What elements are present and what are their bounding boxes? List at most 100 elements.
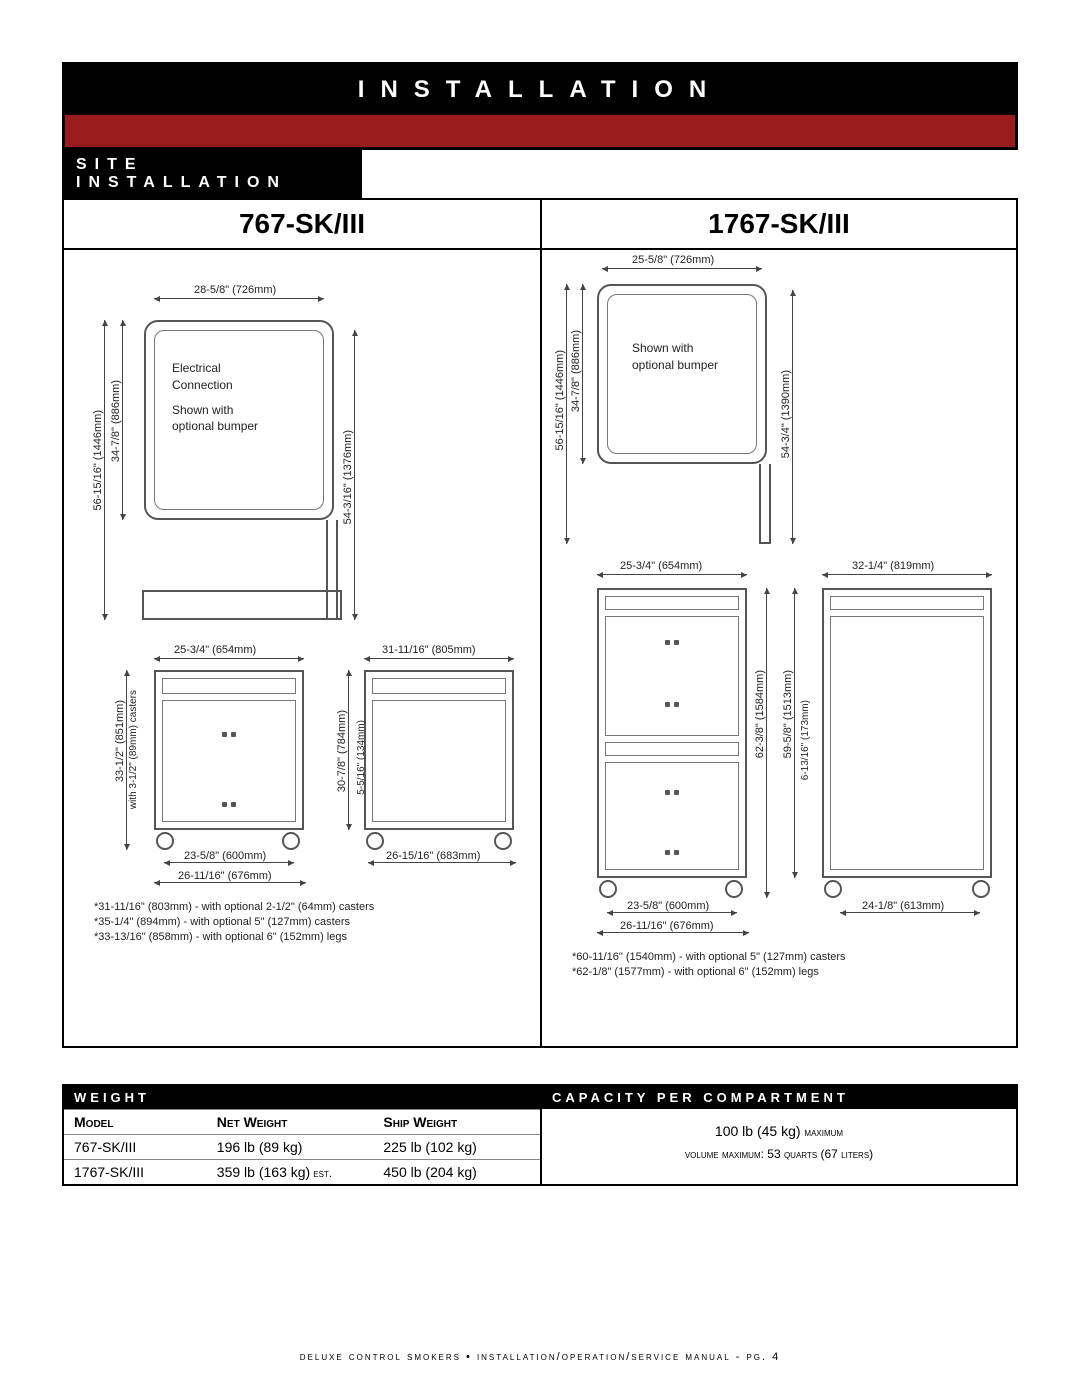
label-line: Electrical <box>172 360 258 377</box>
footnote: *62-1/8" (1577mm) - with optional 6" (15… <box>572 965 846 980</box>
page-footer: deluxe control smokers • installation/op… <box>0 1351 1080 1363</box>
bumper-label: Shown with optional bumper <box>632 340 718 374</box>
dim-line <box>364 658 514 659</box>
dim-rh2: 6-13/16" (173mm) <box>800 700 811 780</box>
hinge-dots <box>665 702 681 707</box>
label-line: Shown with <box>632 340 718 357</box>
footnote: *33-13/16" (858mm) - with optional 6" (1… <box>94 930 374 945</box>
dim-bw3: 24-1/8" (613mm) <box>862 900 944 912</box>
dim-bw3: 26-15/16" (683mm) <box>386 850 480 862</box>
header-red-bar: INSTALLATION <box>62 62 1018 150</box>
dim-line <box>566 284 567 544</box>
dim-line <box>354 330 355 620</box>
column-1767: 1767-SK/III 25-5/8" (726mm) Shown with o… <box>540 200 1016 1046</box>
dim-rh1: 30-7/8" (784mm) <box>336 710 348 792</box>
dim-lh2: with 3-1/2" (89mm) casters <box>128 690 139 809</box>
net-val: 359 lb (163 kg) <box>217 1164 310 1180</box>
cell-net: 359 lb (163 kg) est. <box>207 1160 374 1184</box>
model-title-1767: 1767-SK/III <box>542 200 1016 250</box>
cap-max: maximum <box>804 1125 843 1139</box>
dim-line <box>126 670 127 850</box>
front-unit-stack <box>597 588 747 878</box>
dim-lower-w1: 25-3/4" (654mm) <box>174 644 256 656</box>
dim-line <box>348 670 349 830</box>
caster <box>972 880 990 898</box>
capacity-line1: 100 lb (45 kg) maximum <box>552 1123 1006 1139</box>
dim-line <box>597 574 747 575</box>
cell-ship: 450 lb (204 kg) <box>373 1160 540 1184</box>
dim-line <box>597 932 749 933</box>
hinge-dots <box>665 850 681 855</box>
dim-right-h: 54-3/16" (1376mm) <box>342 430 354 524</box>
footnotes-1767: *60-11/16" (1540mm) - with optional 5" (… <box>572 950 846 980</box>
dim-rh2: 5-5/16" (134mm) <box>356 720 367 795</box>
panel <box>162 678 296 694</box>
caster <box>824 880 842 898</box>
capacity-header: CAPACITY PER COMPARTMENT <box>542 1086 1016 1109</box>
weight-columns: Model Net Weight Ship Weight <box>64 1109 540 1134</box>
stand-leg <box>759 464 771 544</box>
dim-h1: 56-15/16" (1446mm) <box>554 350 566 451</box>
body <box>830 616 984 870</box>
dim-lower-w2: 31-11/16" (805mm) <box>382 644 476 656</box>
dim-right-h: 54-3/4" (1390mm) <box>780 370 792 458</box>
panel <box>605 742 739 756</box>
dim-line <box>164 862 294 863</box>
dim-line <box>840 912 980 913</box>
hinge-dots <box>222 802 238 807</box>
col-net: Net Weight <box>207 1110 374 1134</box>
net-val: 196 lb (89 kg) <box>217 1139 303 1155</box>
panel <box>372 678 506 694</box>
caster <box>494 832 512 850</box>
dim-lower-w1: 25-3/4" (654mm) <box>620 560 702 572</box>
diagram-767: 28-5/8" (726mm) Electrical Connection Sh… <box>64 250 540 1030</box>
dim-lh1: 33-1/2" (851mm) <box>114 700 126 782</box>
side-unit-stack <box>822 588 992 878</box>
dim-bw2: 26-11/16" (676mm) <box>178 870 272 882</box>
dim-bw1: 23-5/8" (600mm) <box>627 900 709 912</box>
dim-line <box>368 862 516 863</box>
hinge-dots <box>665 790 681 795</box>
body <box>372 700 506 822</box>
dim-rh1: 59-5/8" (1513mm) <box>782 670 794 758</box>
dim-h2: 34-7/8" (886mm) <box>570 330 582 412</box>
capacity-body: 100 lb (45 kg) maximum volume maximum: 5… <box>542 1109 1016 1175</box>
footnote: *31-11/16" (803mm) - with optional 2-1/2… <box>94 900 374 915</box>
col-model: Model <box>64 1110 207 1134</box>
panel <box>605 596 739 610</box>
label-line: Connection <box>172 377 258 394</box>
dim-bw2: 26-11/16" (676mm) <box>620 920 714 932</box>
dim-line <box>154 882 306 883</box>
hinge-dots <box>665 640 681 645</box>
column-767: 767-SK/III 28-5/8" (726mm) Electrical Co… <box>64 200 540 1046</box>
dim-line <box>154 658 304 659</box>
weight-row: 767-SK/III 196 lb (89 kg) 225 lb (102 kg… <box>64 1134 540 1159</box>
dim-top-width: 25-5/8" (726mm) <box>632 254 714 266</box>
weight-row: 1767-SK/III 359 lb (163 kg) est. 450 lb … <box>64 1159 540 1184</box>
stand-base <box>142 590 342 620</box>
cap-val: 100 lb (45 kg) <box>715 1123 805 1139</box>
caster <box>366 832 384 850</box>
dim-h2: 34-7/8" (886mm) <box>110 380 122 462</box>
electrical-label: Electrical Connection Shown with optiona… <box>172 360 258 435</box>
section-subtitle: SITE INSTALLATION <box>62 150 362 198</box>
dim-bw1: 23-5/8" (600mm) <box>184 850 266 862</box>
footnote: *35-1/4" (894mm) - with optional 5" (127… <box>94 915 374 930</box>
dim-lower-w2: 32-1/4" (819mm) <box>852 560 934 572</box>
col-ship: Ship Weight <box>373 1110 540 1134</box>
dim-top-width: 28-5/8" (726mm) <box>194 284 276 296</box>
label-line: optional bumper <box>172 418 258 435</box>
caster <box>725 880 743 898</box>
label-line: optional bumper <box>632 357 718 374</box>
caster <box>156 832 174 850</box>
tables: WEIGHT Model Net Weight Ship Weight 767-… <box>62 1084 1018 1186</box>
diagram-1767: 25-5/8" (726mm) Shown with optional bump… <box>542 250 1016 1030</box>
dim-line <box>794 588 795 878</box>
weight-header: WEIGHT <box>64 1086 540 1109</box>
dim-line <box>582 284 583 464</box>
hinge-dots <box>222 732 238 737</box>
dim-line <box>792 290 793 544</box>
door-upper <box>605 616 739 736</box>
capacity-table: CAPACITY PER COMPARTMENT 100 lb (45 kg) … <box>540 1086 1016 1184</box>
est: est. <box>310 1168 332 1180</box>
